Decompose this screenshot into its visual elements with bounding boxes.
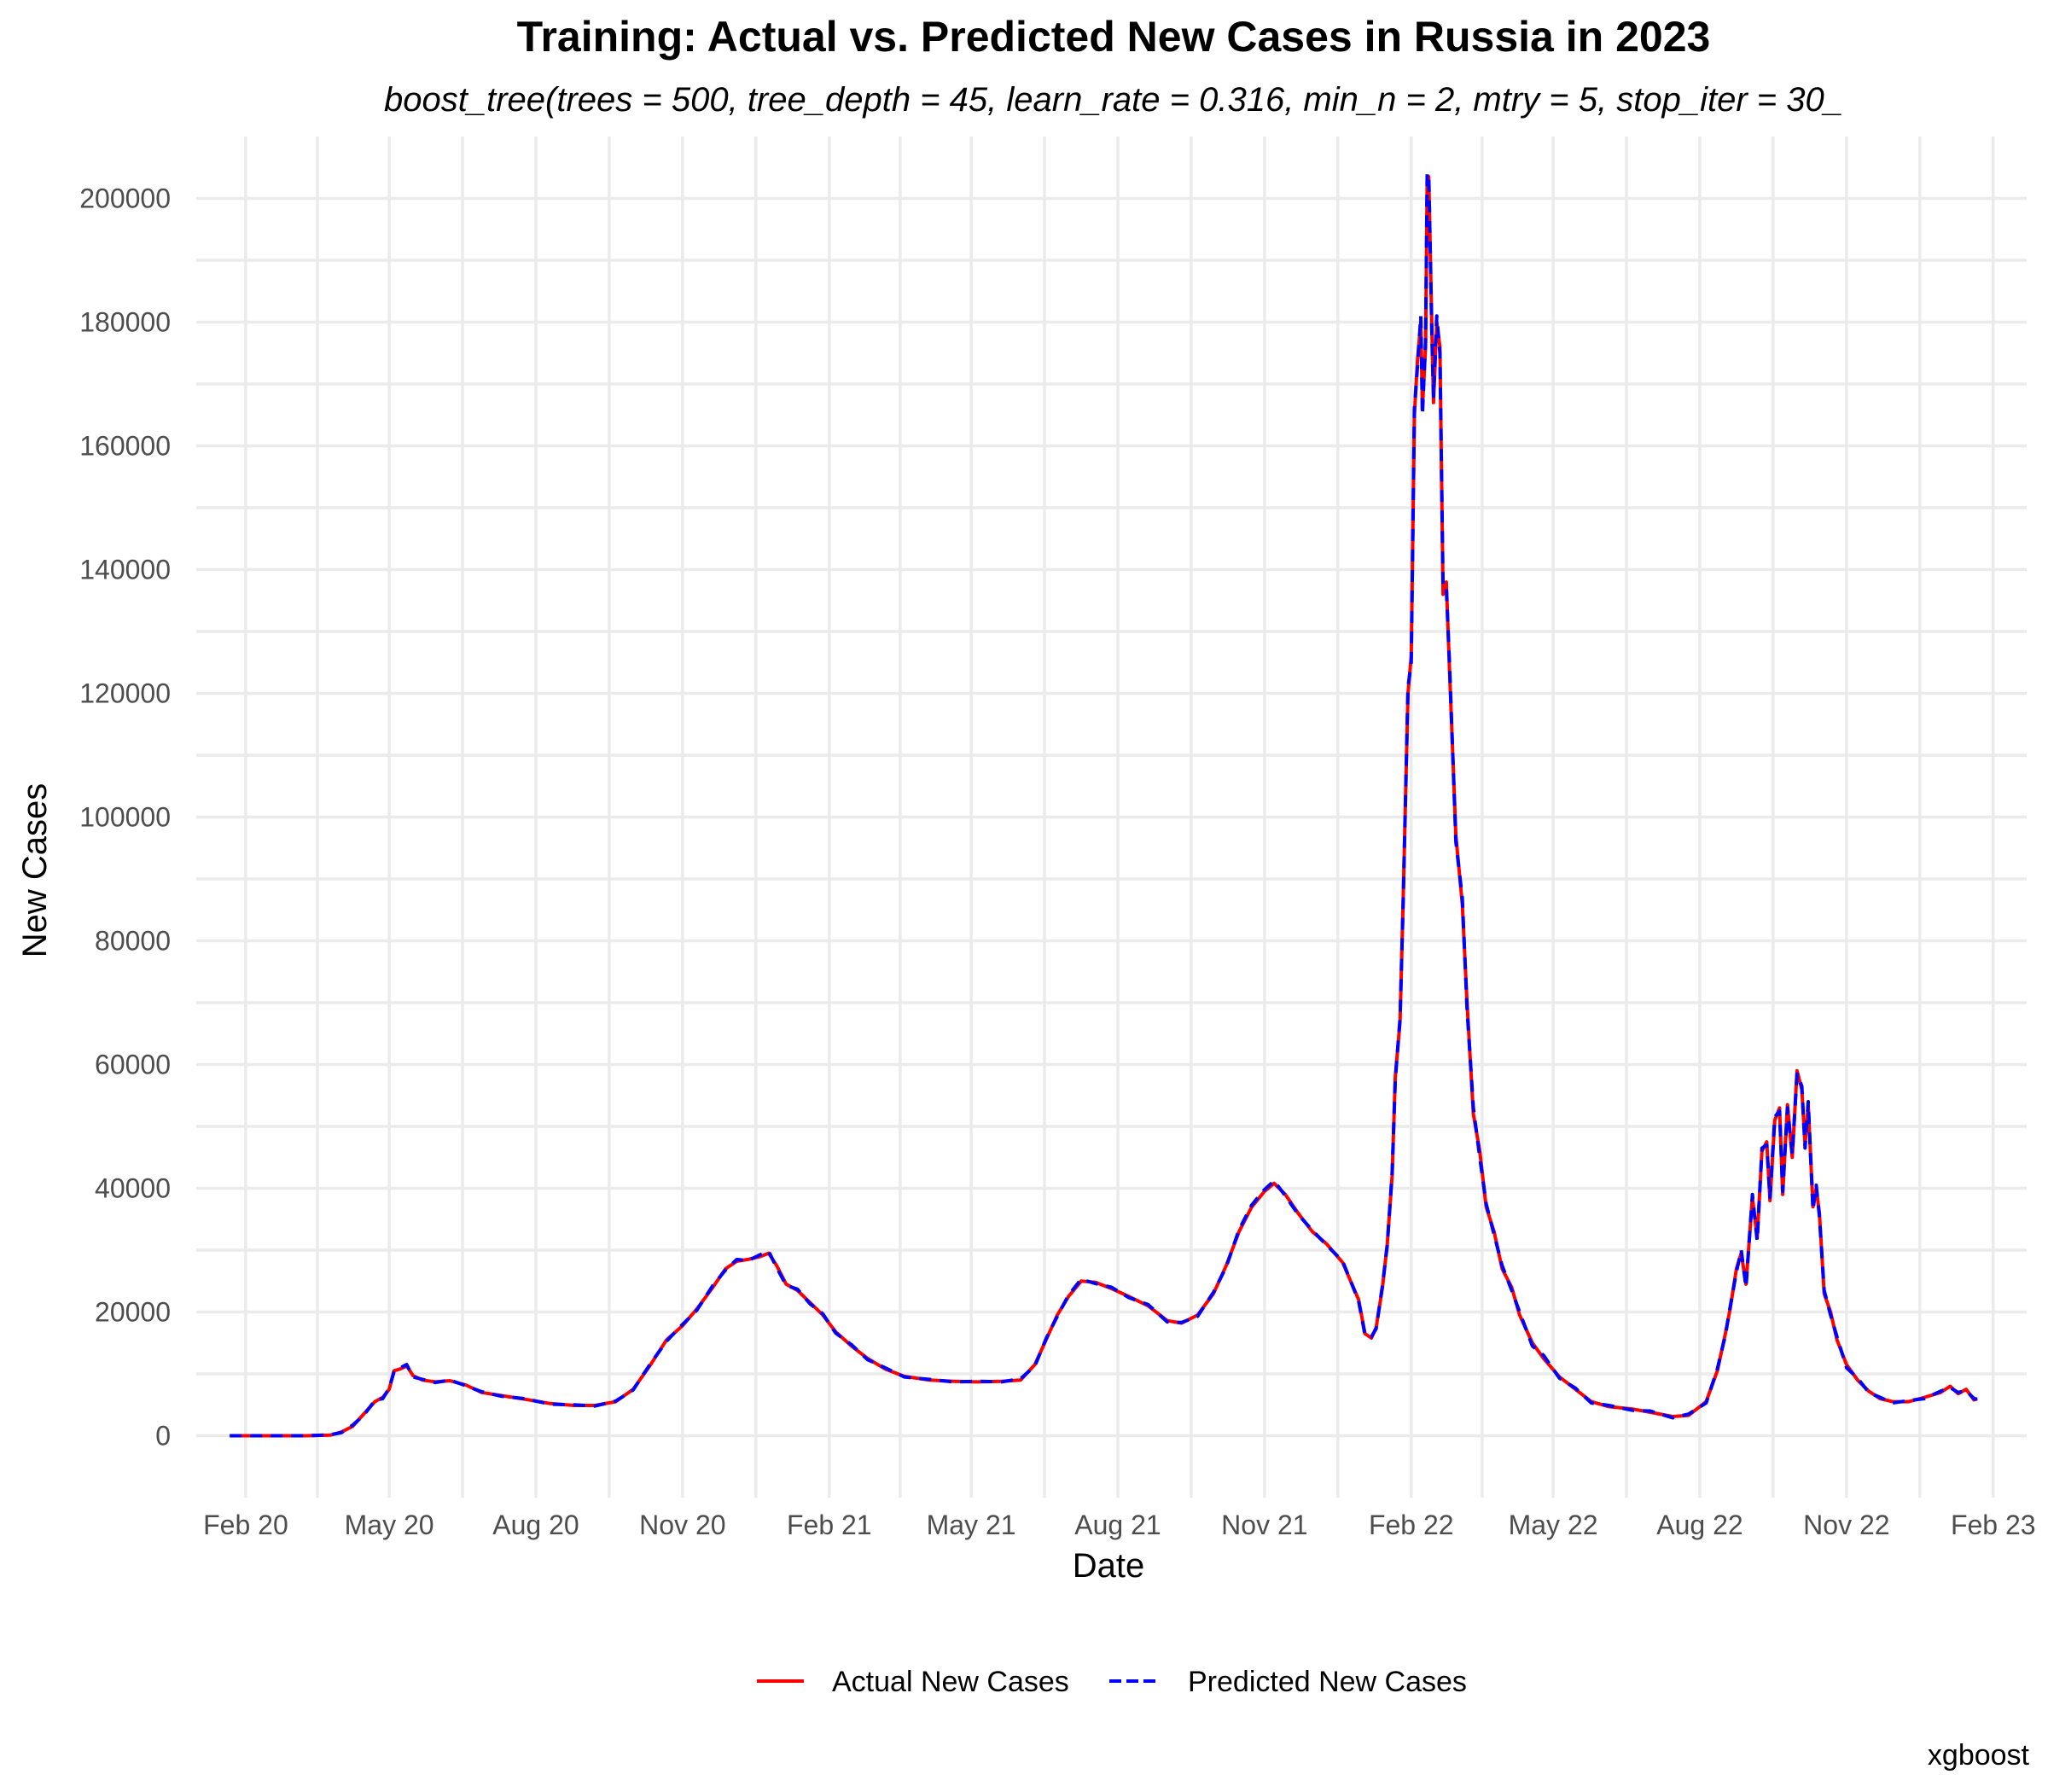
y-tick-label: 20000 — [95, 1297, 171, 1328]
y-tick-label: 0 — [155, 1421, 171, 1452]
x-axis-ticks: Feb 20 May 20 Aug 20 Nov 20 Feb 21 May 21 Aug … — [203, 1510, 2035, 1540]
y-tick-label: 160000 — [79, 431, 171, 462]
chart-caption: xgboost — [1928, 1739, 2030, 1772]
series-line-predicted — [230, 172, 1978, 1438]
y-tick-label: 140000 — [79, 555, 171, 585]
x-tick-label: Feb 20 — [203, 1510, 288, 1540]
legend-label: Predicted New Cases — [1188, 1666, 1467, 1698]
y-axis-title: New Cases — [16, 783, 54, 958]
x-tick-label: May 22 — [1509, 1510, 1598, 1540]
x-tick-label: Aug 22 — [1656, 1510, 1743, 1540]
y-tick-label: 100000 — [79, 802, 171, 833]
chart-subtitle: boost_tree(trees = 500, tree_depth = 45,… — [384, 81, 1843, 119]
x-axis-title: Date — [1073, 1547, 1145, 1585]
y-tick-label: 120000 — [79, 678, 171, 709]
y-axis-ticks: 0 20000 40000 60000 80000 100000 120000 140000 1… — [79, 183, 171, 1452]
legend-label: Actual New Cases — [832, 1666, 1069, 1698]
y-tick-label: 60000 — [95, 1050, 171, 1080]
y-tick-label: 180000 — [79, 307, 171, 338]
x-tick-label: Nov 21 — [1221, 1510, 1307, 1540]
x-tick-label: Nov 20 — [639, 1510, 725, 1540]
x-tick-label: May 20 — [345, 1510, 434, 1540]
x-tick-label: Feb 21 — [787, 1510, 872, 1540]
y-tick-label: 200000 — [79, 183, 171, 214]
y-tick-label: 40000 — [95, 1173, 171, 1204]
x-tick-label: Feb 23 — [1951, 1510, 2036, 1540]
series-lines — [230, 172, 1978, 1438]
x-tick-label: Aug 20 — [492, 1510, 579, 1540]
chart-title: Training: Actual vs. Predicted New Cases… — [517, 13, 1711, 61]
x-tick-label: May 21 — [927, 1510, 1016, 1540]
legend: Actual New Cases Predicted New Cases — [757, 1666, 1467, 1698]
grid — [196, 137, 2027, 1498]
y-tick-label: 80000 — [95, 926, 171, 957]
x-tick-label: Aug 21 — [1074, 1510, 1161, 1540]
x-tick-label: Feb 22 — [1369, 1510, 1454, 1540]
x-tick-label: Nov 22 — [1803, 1510, 1889, 1540]
